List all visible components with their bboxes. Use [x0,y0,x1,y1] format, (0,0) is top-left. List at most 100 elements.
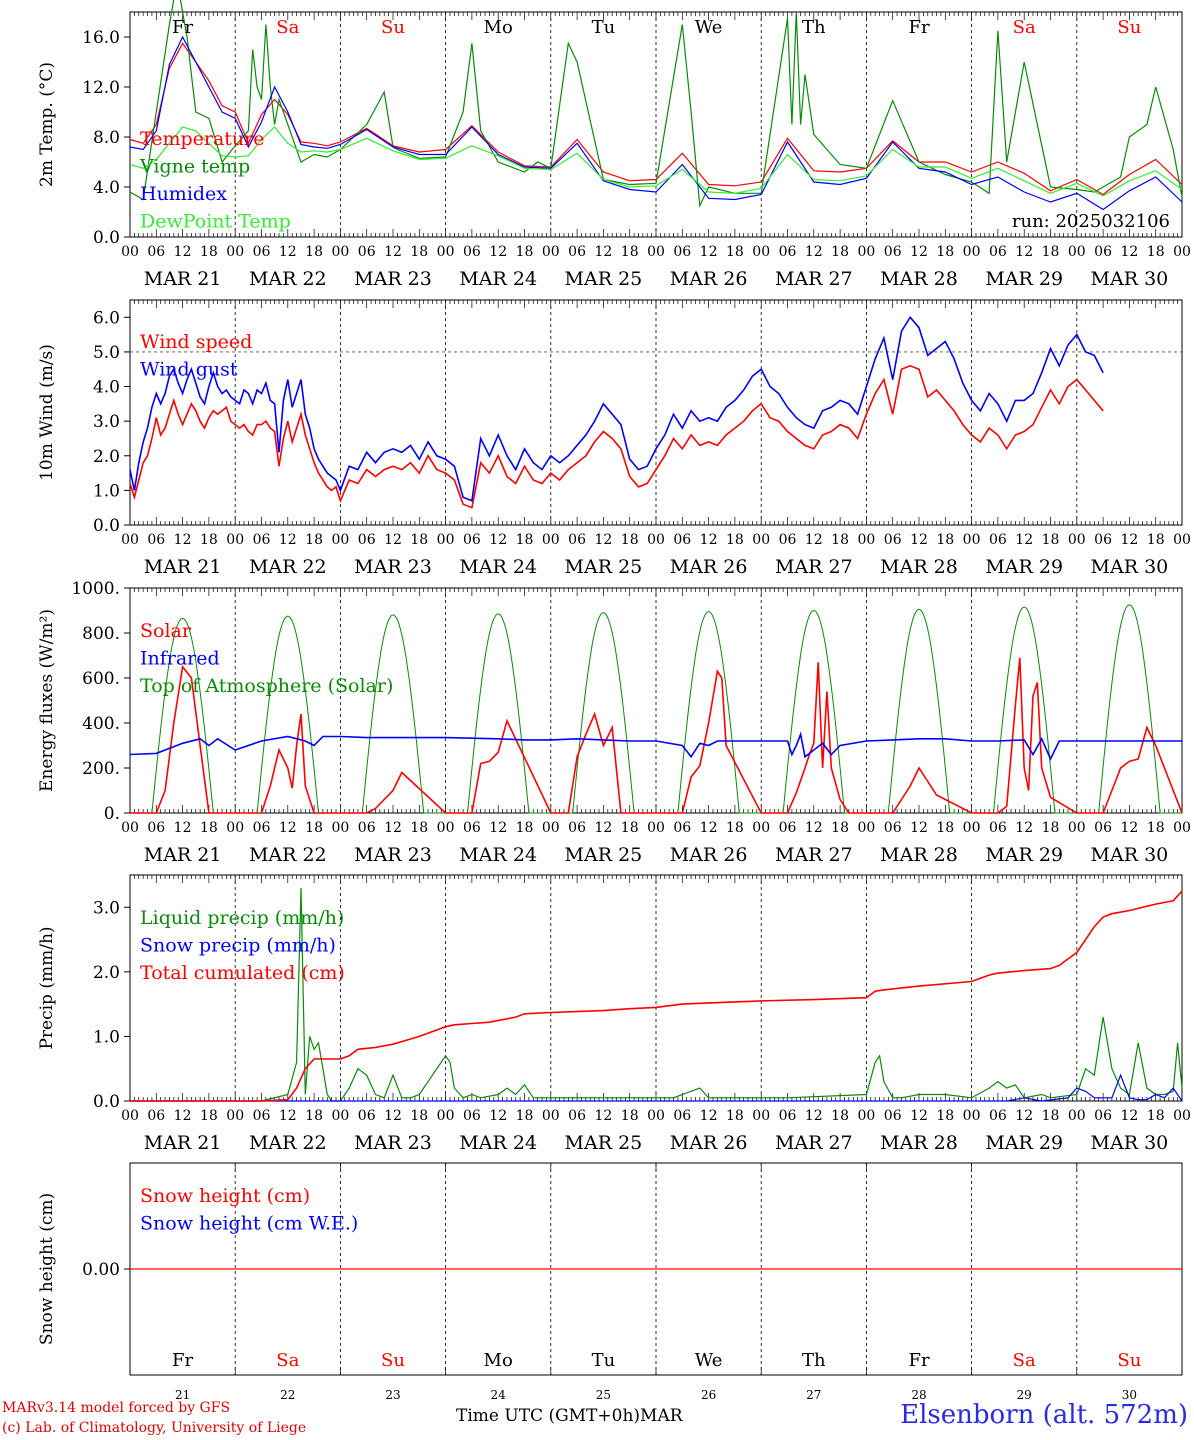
hour-tick-label: 18 [516,1108,534,1124]
hour-tick-label: 00 [331,244,349,260]
hour-tick-label: 06 [358,820,376,836]
legend-entry: Wind gust [140,359,238,381]
day-of-week-label: Fr [172,17,193,38]
legend-entry: Total cumulated (cm) [140,962,345,984]
hour-tick-label: 00 [963,1108,981,1124]
hour-tick-label: 00 [647,1108,665,1124]
hour-tick-label: 18 [726,532,744,548]
hour-tick-label: 12 [910,820,928,836]
hour-tick-label: 18 [1147,820,1165,836]
hour-tick-label: 00 [121,820,139,836]
hour-tick-label: 00 [752,244,770,260]
date-label: MAR 30 [1091,1132,1169,1154]
hour-tick-label: 12 [174,532,192,548]
date-label: MAR 26 [670,556,748,578]
hour-tick-label: 12 [489,532,507,548]
day-of-week-label: Sa [276,1350,299,1371]
date-label: MAR 29 [985,268,1063,290]
hour-tick-label: 18 [621,820,639,836]
hour-tick-label: 12 [805,244,823,260]
hour-tick-label: 06 [884,1108,902,1124]
hour-tick-label: 06 [1094,244,1112,260]
hour-tick-label: 18 [1042,820,1060,836]
hour-tick-label: 18 [200,532,218,548]
series-line-toa-solar [866,608,972,814]
hour-tick-label: 06 [568,820,586,836]
hour-tick-label: 06 [884,820,902,836]
hour-tick-label: 06 [463,820,481,836]
hour-tick-label: 00 [226,532,244,548]
day-number-label: 23 [385,1388,400,1402]
day-of-week-label: Mo [484,17,513,38]
hour-tick-label: 00 [1068,820,1086,836]
y-tick-label: 0.0 [93,516,120,536]
credit-line-2: (c) Lab. of Climatology, University of L… [2,1420,307,1436]
y-tick-label: 0. [104,804,120,824]
hour-tick-label: 00 [963,532,981,548]
hour-tick-label: 06 [673,244,691,260]
day-number-label: 25 [596,1388,611,1402]
day-of-week-label: Su [381,1350,405,1371]
hour-tick-label: 00 [857,1108,875,1124]
hour-tick-label: 18 [831,532,849,548]
date-label: MAR 21 [144,1132,222,1154]
hour-tick-label: 12 [910,532,928,548]
hour-tick-label: 00 [1068,1108,1086,1124]
series-line [129,0,1183,209]
legend-entry: Infrared [140,648,220,670]
hour-tick-label: 12 [384,244,402,260]
hour-tick-label: 18 [936,820,954,836]
date-label: MAR 30 [1091,844,1169,866]
series-line-toa-solar [340,614,446,814]
hour-tick-label: 00 [542,820,560,836]
hour-tick-label: 12 [279,1108,297,1124]
hour-tick-label: 12 [1120,820,1138,836]
hour-tick-label: 12 [384,1108,402,1124]
hour-tick-label: 18 [200,1108,218,1124]
date-label: MAR 25 [565,268,643,290]
hour-tick-label: 06 [463,532,481,548]
day-of-week-label: Th [802,1350,826,1371]
hour-tick-label: 00 [542,1108,560,1124]
hour-tick-label: 06 [147,244,165,260]
hour-tick-label: 06 [253,820,271,836]
hour-tick-label: 00 [1173,532,1191,548]
hour-tick-label: 18 [726,1108,744,1124]
hour-tick-label: 12 [805,1108,823,1124]
legend-entry: Humidex [140,183,227,205]
hour-tick-label: 00 [331,532,349,548]
hour-tick-label: 06 [779,1108,797,1124]
date-label: MAR 26 [670,268,748,290]
y-tick-label: 3.0 [93,898,120,918]
y-tick-label: 600. [82,669,120,689]
date-label: MAR 29 [985,556,1063,578]
hour-tick-label: 00 [226,244,244,260]
hour-tick-label: 06 [673,1108,691,1124]
hour-tick-label: 00 [542,532,560,548]
day-of-week-label: Sa [276,17,299,38]
y-tick-label: 800. [82,624,120,644]
hour-tick-label: 00 [963,244,981,260]
hour-tick-label: 12 [1015,532,1033,548]
series-line [130,1073,1183,1102]
date-label: MAR 26 [670,844,748,866]
y-tick-label: 0.0 [93,228,120,248]
hour-tick-label: 00 [857,820,875,836]
run-label: run: 2025032106 [1012,211,1170,232]
hour-tick-label: 06 [253,532,271,548]
hour-tick-label: 18 [305,244,323,260]
day-of-week-label: Tu [592,1350,616,1371]
hour-tick-label: 06 [1094,820,1112,836]
hour-tick-label: 18 [726,820,744,836]
hour-tick-label: 12 [384,532,402,548]
date-label: MAR 28 [880,556,958,578]
date-label: MAR 26 [670,1132,748,1154]
hour-tick-label: 06 [989,1108,1007,1124]
series-line [129,42,1183,196]
hour-tick-label: 00 [647,244,665,260]
date-label: MAR 22 [249,844,327,866]
hour-tick-label: 12 [279,532,297,548]
day-of-week-label: Fr [172,1350,193,1371]
hour-tick-label: 00 [1173,244,1191,260]
y-tick-label: 4.0 [93,378,120,398]
